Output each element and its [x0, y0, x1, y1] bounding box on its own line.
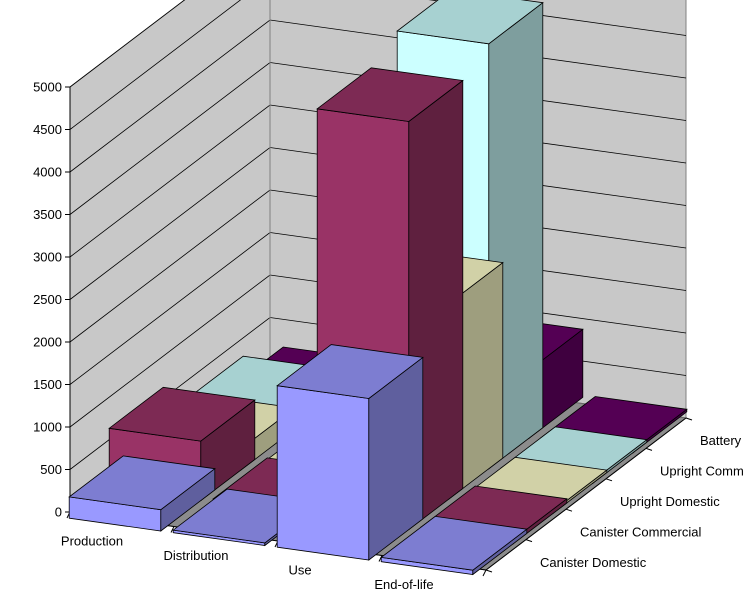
bar: [276, 344, 424, 561]
bar-top: [396, 0, 544, 45]
z-axis-line: [485, 417, 687, 571]
z-tick: [565, 508, 573, 512]
x-tick: [482, 569, 487, 577]
category-label: Distribution: [163, 548, 228, 563]
x-tick: [378, 555, 383, 562]
y-tick-labels: 0 500 1000 1500 2000 2500 3000 3500 4000 4500 5000: [33, 80, 70, 520]
y-tick-label: 4000: [33, 165, 62, 180]
x-tick: [170, 526, 175, 533]
bar-top: [316, 67, 464, 122]
series-label: Upright Domestic: [620, 494, 720, 509]
category-label: Use: [288, 562, 311, 577]
y-tick-label: 1500: [33, 377, 62, 392]
z-tick: [685, 417, 693, 421]
z-tick: [485, 569, 493, 573]
series-label: Upright Commercial: [660, 464, 744, 479]
z-tick: [605, 478, 613, 482]
y-tick-label: 5000: [33, 80, 62, 95]
bar: [380, 515, 528, 576]
z-tick: [525, 539, 533, 543]
y-tick-label: 2000: [33, 335, 62, 350]
bar-top: [68, 455, 216, 511]
category-label: Production: [61, 533, 123, 548]
bar-front: [276, 385, 370, 561]
series-labels: Canister Domestic Canister Commercial Upri…: [485, 417, 744, 573]
z-tick: [645, 447, 653, 451]
bar-top: [108, 386, 256, 442]
y-tick-label: 1000: [33, 420, 62, 435]
series-label: Canister Commercial: [580, 524, 701, 539]
y-tick-label: 2500: [33, 292, 62, 307]
y-tick-label: 500: [40, 462, 62, 477]
bar-top: [380, 515, 528, 571]
y-tick-label: 3000: [33, 250, 62, 265]
series-label: Battery Cordless: [700, 433, 744, 448]
gridline: [69, 0, 186, 88]
y-tick-label: 4500: [33, 122, 62, 137]
gridline: [69, 0, 687, 130]
series-label: Canister Domestic: [540, 555, 647, 570]
bar: [68, 455, 216, 532]
y-tick-label: 0: [55, 505, 62, 520]
y-tick-label: 3500: [33, 207, 62, 222]
bars: [68, 0, 688, 576]
category-label: End-of-life: [374, 577, 433, 592]
bar-top: [276, 344, 424, 399]
category-labels: Production Distribution Use End-of-life: [61, 511, 487, 592]
